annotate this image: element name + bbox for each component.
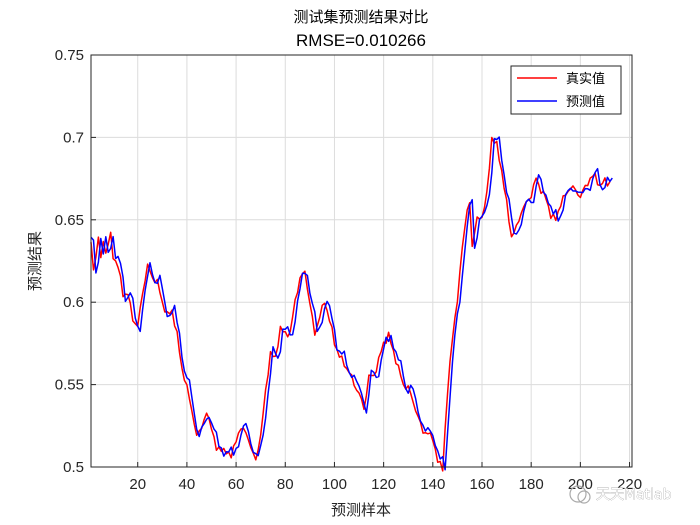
series-line-0 [90, 136, 611, 472]
series-line-1 [90, 136, 613, 471]
y-tick-label-0: 0.5 [63, 459, 84, 476]
watermark: 天天Matlab [569, 485, 672, 504]
x-tick-label-6: 140 [420, 476, 445, 493]
x-tick-label-9: 200 [568, 476, 593, 493]
x-tick-label-10: 220 [617, 476, 642, 493]
x-tick-label-7: 160 [469, 476, 494, 493]
y-tick-label-4: 0.7 [63, 129, 84, 146]
y-tick-label-3: 0.65 [55, 212, 84, 229]
legend-label-predicted: 预测值 [566, 94, 605, 110]
x-tick-label-0: 20 [129, 476, 146, 493]
x-tick-label-3: 80 [277, 476, 294, 493]
x-tick-label-5: 120 [371, 476, 396, 493]
legend-box [510, 65, 622, 115]
chart-subtitle: RMSE=0.010266 [296, 31, 426, 50]
y-axis-label: 预测结果 [26, 231, 44, 291]
x-axis-label: 预测样本 [331, 501, 391, 519]
wechat-icon-inner [577, 490, 591, 504]
chart-title: 测试集预测结果对比 [293, 8, 428, 26]
plot-area-frame [90, 54, 633, 468]
y-tick-label-5: 0.75 [55, 47, 84, 64]
axis-ticks: 20 40 60 80 100 120 140 160 180 200 220 0.5 0.55 0.6 0… [55, 47, 642, 493]
x-tick-label-8: 180 [519, 476, 544, 493]
watermark-text: 天天Matlab [596, 487, 672, 503]
x-tick-label-2: 60 [228, 476, 245, 493]
y-tick-label-2: 0.6 [63, 294, 84, 311]
grid [91, 54, 632, 468]
x-tick-label-4: 100 [322, 476, 347, 493]
x-tick-label-1: 40 [179, 476, 196, 493]
legend: 真实值 预测值 [510, 65, 622, 115]
y-tick-label-1: 0.55 [55, 377, 84, 394]
legend-label-actual: 真实值 [566, 71, 605, 87]
wechat-icon [569, 485, 587, 503]
series-layer [90, 136, 613, 472]
